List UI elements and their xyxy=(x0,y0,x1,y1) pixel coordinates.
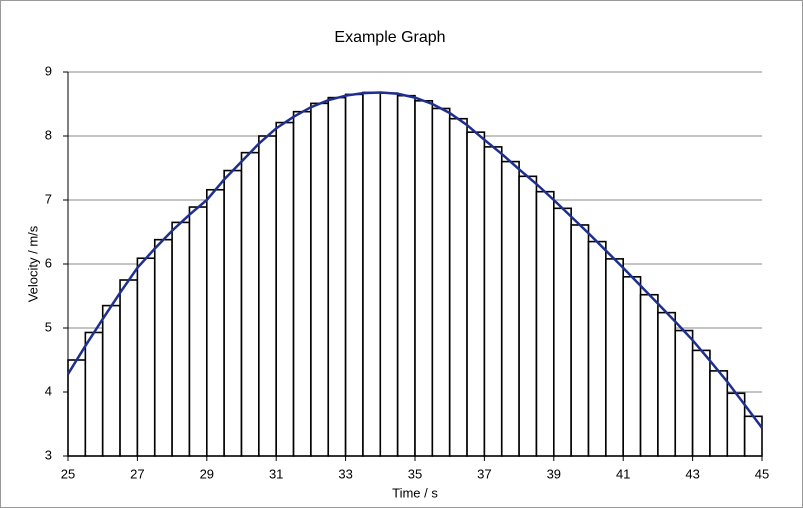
bar xyxy=(275,121,295,457)
bar xyxy=(292,110,312,457)
bar xyxy=(414,100,434,457)
x-tick-label: 45 xyxy=(755,466,769,481)
chart-title: Example Graph xyxy=(334,29,445,46)
bar xyxy=(101,304,121,457)
bar xyxy=(136,257,156,457)
y-tick-label: 5 xyxy=(45,319,52,334)
x-tick-label: 37 xyxy=(477,466,491,481)
bar xyxy=(483,146,503,457)
bar xyxy=(327,96,347,457)
x-tick-label: 41 xyxy=(616,466,630,481)
bar xyxy=(119,279,139,457)
x-tick-label: 39 xyxy=(547,466,561,481)
bar xyxy=(84,331,104,457)
y-tick-label: 4 xyxy=(45,383,52,398)
bar xyxy=(605,258,624,457)
bar xyxy=(362,91,382,457)
bar xyxy=(188,206,208,457)
bar xyxy=(153,238,173,457)
bar xyxy=(587,240,607,457)
bar xyxy=(67,359,87,457)
bar xyxy=(691,349,711,457)
x-axis-label: Time / s xyxy=(392,485,438,500)
bar xyxy=(396,94,416,457)
bar xyxy=(570,224,590,457)
curve xyxy=(66,91,763,429)
x-tick-label: 35 xyxy=(408,466,422,481)
bar xyxy=(518,175,538,457)
bar xyxy=(639,293,659,457)
bar xyxy=(379,92,399,457)
bar xyxy=(466,131,486,457)
x-tick-label: 43 xyxy=(685,466,699,481)
y-tick-label: 9 xyxy=(45,63,52,78)
bar xyxy=(171,221,191,457)
y-tick-label: 8 xyxy=(45,127,52,142)
bar xyxy=(344,93,364,457)
x-tick-label: 27 xyxy=(130,466,144,481)
x-tick-label: 33 xyxy=(338,466,352,481)
y-axis-label: Velocity / m/s xyxy=(25,225,40,302)
bar xyxy=(552,207,572,457)
x-tick-label: 31 xyxy=(269,466,283,481)
x-tick-label: 25 xyxy=(61,466,75,481)
bar xyxy=(431,107,451,457)
x-tick-label: 29 xyxy=(200,466,214,481)
bar xyxy=(240,151,260,457)
y-tick-label: 3 xyxy=(45,447,52,462)
bar xyxy=(258,135,278,457)
bar xyxy=(709,370,729,457)
y-tick-label: 7 xyxy=(45,191,52,206)
bar xyxy=(622,275,642,457)
bar xyxy=(310,102,330,457)
bar xyxy=(674,329,694,457)
bar xyxy=(657,311,677,457)
bar xyxy=(743,415,763,457)
y-tick-label: 6 xyxy=(45,255,52,270)
bar xyxy=(223,169,243,457)
bar xyxy=(500,160,520,457)
bar xyxy=(448,117,468,457)
bar xyxy=(206,188,225,457)
bar xyxy=(535,190,555,457)
